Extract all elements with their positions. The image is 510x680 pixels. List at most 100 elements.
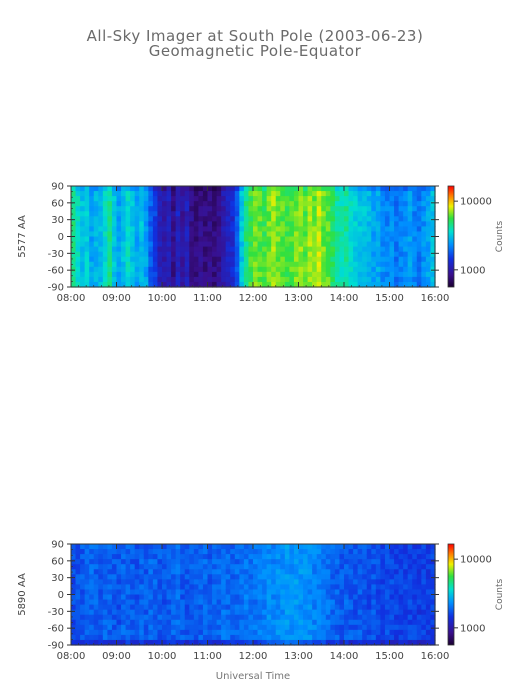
- heatmap-cell: [284, 241, 290, 248]
- heatmap-cell: [353, 276, 359, 283]
- heatmap-cell: [230, 599, 236, 606]
- heatmap-cell: [248, 191, 254, 197]
- heatmap-cell: [293, 559, 300, 565]
- heatmap-cell: [143, 211, 149, 217]
- heatmap-cell: [284, 574, 290, 580]
- x-tick-label: 10:00: [148, 293, 177, 304]
- heatmap-cell: [162, 584, 168, 591]
- heatmap-cell: [143, 281, 149, 288]
- heatmap-cell: [384, 619, 391, 626]
- heatmap-cell: [239, 236, 245, 243]
- heatmap-cell: [380, 559, 386, 565]
- heatmap-cell: [107, 544, 113, 550]
- heatmap-cell: [93, 191, 99, 197]
- heatmap-cell: [344, 196, 350, 202]
- heatmap-cell: [271, 639, 277, 646]
- heatmap-cell: [234, 276, 240, 283]
- heatmap-cell: [80, 624, 86, 631]
- x-axis-title: Universal Time: [216, 671, 290, 680]
- heatmap-cell: [430, 609, 436, 616]
- heatmap-cell: [266, 236, 272, 243]
- heatmap-cell: [221, 206, 227, 212]
- heatmap-cell: [280, 609, 286, 616]
- heatmap-cell: [407, 554, 413, 560]
- heatmap-cell: [157, 236, 163, 243]
- heatmap-cell: [271, 559, 277, 565]
- heatmap-cell: [389, 226, 395, 233]
- heatmap-cell: [93, 221, 99, 227]
- heatmap-cell: [239, 579, 245, 585]
- heatmap-cell: [80, 574, 86, 580]
- heatmap-cell: [293, 281, 300, 288]
- heatmap-cell: [130, 609, 136, 616]
- heatmap-cell: [371, 609, 377, 616]
- heatmap-cell: [225, 266, 231, 273]
- heatmap-cell: [198, 619, 204, 626]
- heatmap-cell: [202, 241, 209, 248]
- heatmap-cell: [216, 574, 222, 580]
- heatmap-cell: [384, 256, 391, 263]
- heatmap-cell: [344, 271, 350, 278]
- heatmap-cell: [130, 226, 136, 233]
- heatmap-cell: [303, 251, 309, 258]
- heatmap-cell: [175, 271, 181, 278]
- heatmap-cell: [339, 569, 345, 575]
- heatmap-cell: [121, 619, 127, 626]
- heatmap-cell: [430, 579, 436, 585]
- heatmap-cell: [284, 564, 290, 570]
- heatmap-cell: [321, 256, 327, 263]
- heatmap-cell: [348, 191, 354, 197]
- heatmap-cell: [180, 599, 186, 606]
- heatmap-cell: [234, 251, 240, 258]
- heatmap-cell: [275, 271, 281, 278]
- heatmap-cell: [198, 281, 204, 288]
- heatmap-cell: [111, 196, 118, 202]
- heatmap-cell: [375, 604, 381, 611]
- heatmap-cell: [189, 639, 195, 646]
- heatmap-cell: [421, 216, 427, 222]
- heatmap-cell: [421, 604, 427, 611]
- heatmap-cell: [184, 634, 190, 641]
- heatmap-cell: [139, 629, 145, 636]
- heatmap-cell: [425, 186, 432, 192]
- heatmap-cell: [193, 231, 199, 238]
- heatmap-cell: [71, 624, 77, 631]
- heatmap-cell: [293, 206, 300, 212]
- heatmap-cell: [102, 554, 108, 560]
- heatmap-cell: [148, 261, 154, 268]
- heatmap-cell: [212, 186, 218, 192]
- heatmap-cell: [412, 594, 418, 601]
- heatmap-cell: [198, 574, 204, 580]
- heatmap-cell: [184, 186, 190, 192]
- chart-title: All-Sky Imager at South Pole (2003-06-23…: [86, 27, 424, 45]
- heatmap-cell: [189, 236, 195, 243]
- heatmap-cell: [403, 554, 409, 560]
- heatmap-cell: [293, 604, 300, 611]
- heatmap-cell: [130, 241, 136, 248]
- heatmap-cell: [89, 634, 95, 641]
- heatmap-cell: [293, 629, 300, 636]
- heatmap-cell: [416, 256, 422, 263]
- heatmap-cell: [421, 599, 427, 606]
- heatmap-cell: [339, 609, 345, 616]
- heatmap-cell: [284, 589, 290, 596]
- heatmap-cell: [89, 609, 95, 616]
- heatmap-cell: [357, 271, 363, 278]
- heatmap-cell: [171, 619, 177, 626]
- heatmap-cell: [357, 554, 363, 560]
- heatmap-cell: [171, 599, 177, 606]
- heatmap-cell: [125, 276, 131, 283]
- heatmap-cell: [166, 634, 172, 641]
- heatmap-cell: [339, 271, 345, 278]
- heatmap-cell: [348, 251, 354, 258]
- heatmap-cell: [180, 226, 186, 233]
- heatmap-cell: [312, 564, 318, 570]
- heatmap-cell: [298, 241, 304, 248]
- heatmap-cell: [84, 276, 90, 283]
- heatmap-cell: [230, 236, 236, 243]
- heatmap-cell: [284, 211, 290, 217]
- heatmap-cell: [403, 246, 409, 253]
- heatmap-cell: [152, 634, 159, 641]
- heatmap-cell: [293, 634, 300, 641]
- heatmap-cell: [207, 216, 213, 222]
